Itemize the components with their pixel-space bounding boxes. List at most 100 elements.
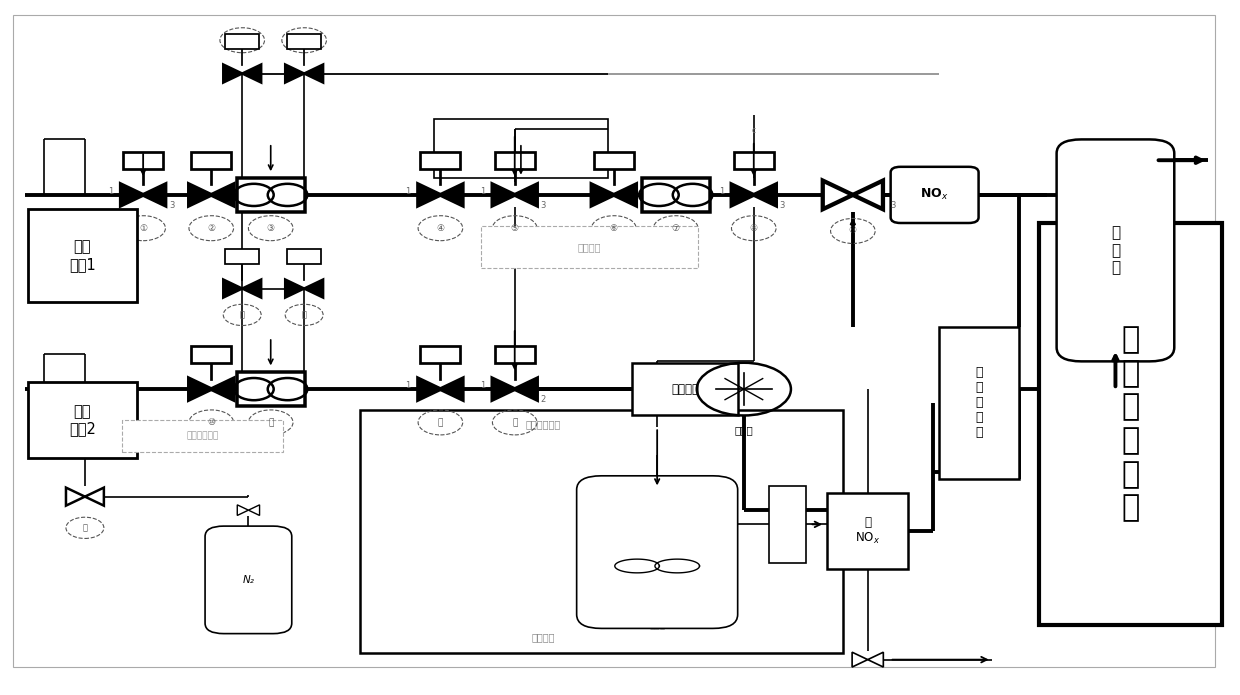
Polygon shape [492, 379, 515, 400]
Bar [288, 250, 321, 264]
Text: 标定装置: 标定装置 [532, 632, 556, 642]
Bar [495, 152, 534, 169]
Polygon shape [304, 65, 324, 83]
Bar [495, 346, 534, 363]
Polygon shape [418, 379, 440, 400]
Bar [420, 152, 460, 169]
Polygon shape [492, 184, 515, 206]
Text: 1: 1 [719, 187, 724, 196]
Bar [769, 486, 806, 562]
Bar [191, 152, 232, 169]
Text: 1: 1 [480, 381, 485, 390]
Polygon shape [211, 184, 233, 206]
Bar [434, 119, 608, 177]
Text: 稀
释
气
通
路: 稀 释 气 通 路 [976, 366, 983, 439]
Bar [594, 152, 634, 169]
Polygon shape [823, 181, 853, 209]
FancyBboxPatch shape [1056, 140, 1174, 361]
Text: N₂: N₂ [243, 575, 254, 585]
Polygon shape [614, 184, 636, 206]
Bar [420, 346, 460, 363]
Polygon shape [242, 279, 262, 297]
Polygon shape [188, 184, 211, 206]
Text: ②: ② [207, 224, 216, 233]
Polygon shape [285, 65, 304, 83]
Text: 1: 1 [405, 187, 410, 196]
Polygon shape [868, 652, 883, 667]
Polygon shape [515, 184, 537, 206]
Polygon shape [304, 279, 324, 297]
Polygon shape [248, 505, 259, 516]
Bar [237, 372, 305, 407]
Polygon shape [418, 184, 440, 206]
Polygon shape [211, 379, 233, 400]
Polygon shape [440, 184, 463, 206]
Polygon shape [84, 488, 104, 506]
Text: 标准气发生器: 标准气发生器 [186, 432, 218, 441]
Bar [226, 34, 259, 49]
Text: 采样
通路1: 采样 通路1 [69, 239, 95, 272]
FancyBboxPatch shape [205, 526, 291, 634]
Text: ⑨: ⑨ [849, 227, 857, 236]
Text: 标准气发生器: 标准气发生器 [526, 419, 560, 430]
Text: ⑩: ⑩ [207, 418, 216, 427]
Polygon shape [754, 184, 776, 206]
Polygon shape [120, 184, 143, 206]
Text: 采样
通路2: 采样 通路2 [69, 404, 95, 436]
Text: 通
路
测
试
动
作: 通 路 测 试 动 作 [1121, 325, 1140, 523]
Polygon shape [285, 279, 304, 297]
FancyBboxPatch shape [577, 476, 738, 628]
Text: 3: 3 [541, 201, 546, 210]
Text: 1: 1 [108, 187, 114, 196]
Text: 3: 3 [780, 201, 785, 210]
Text: ⑪: ⑪ [268, 418, 273, 427]
Bar [29, 382, 136, 459]
Bar [123, 152, 164, 169]
Polygon shape [223, 65, 242, 83]
Text: ⑰: ⑰ [301, 311, 306, 320]
Text: 3: 3 [169, 201, 175, 210]
Text: ⑫: ⑫ [438, 418, 443, 427]
Polygon shape [188, 379, 211, 400]
Text: ⑮: ⑮ [301, 35, 306, 44]
Text: ⑬: ⑬ [512, 418, 517, 427]
Bar [122, 420, 283, 452]
Polygon shape [591, 184, 614, 206]
Text: c: c [751, 126, 756, 135]
Polygon shape [66, 488, 84, 506]
Text: ③: ③ [267, 224, 275, 233]
Text: ⑧: ⑧ [750, 224, 758, 233]
Text: ⑤: ⑤ [511, 224, 518, 233]
Bar [641, 177, 709, 212]
Bar [237, 177, 305, 212]
Text: 缓
冲
罐: 缓 冲 罐 [1111, 225, 1120, 275]
Text: ⑭: ⑭ [239, 35, 244, 44]
Bar [191, 346, 232, 363]
Polygon shape [852, 652, 868, 667]
Polygon shape [223, 279, 242, 297]
Polygon shape [515, 379, 537, 400]
Text: 3: 3 [890, 201, 895, 210]
Bar [939, 327, 1019, 480]
Text: 反应炉: 反应炉 [649, 621, 665, 630]
Bar [360, 410, 843, 653]
Polygon shape [242, 65, 262, 83]
Polygon shape [440, 379, 463, 400]
Text: 分析仪器: 分析仪器 [578, 242, 601, 252]
Text: 放空泵: 放空泵 [734, 425, 753, 435]
Bar [827, 493, 908, 569]
Bar [29, 208, 136, 302]
Polygon shape [732, 184, 754, 206]
Text: 放空通路: 放空通路 [671, 383, 699, 395]
Polygon shape [853, 181, 883, 209]
FancyBboxPatch shape [890, 167, 978, 223]
Bar [1039, 222, 1221, 625]
Text: ⑱: ⑱ [82, 523, 87, 532]
Text: 2: 2 [541, 395, 546, 404]
Bar [734, 152, 774, 169]
Text: ⑥: ⑥ [610, 224, 618, 233]
Text: ①: ① [139, 224, 148, 233]
Polygon shape [237, 505, 248, 516]
Text: NO$_x$: NO$_x$ [920, 188, 949, 202]
Text: 1: 1 [405, 381, 410, 390]
